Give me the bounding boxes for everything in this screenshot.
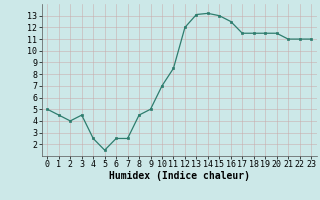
X-axis label: Humidex (Indice chaleur): Humidex (Indice chaleur) [109, 171, 250, 181]
